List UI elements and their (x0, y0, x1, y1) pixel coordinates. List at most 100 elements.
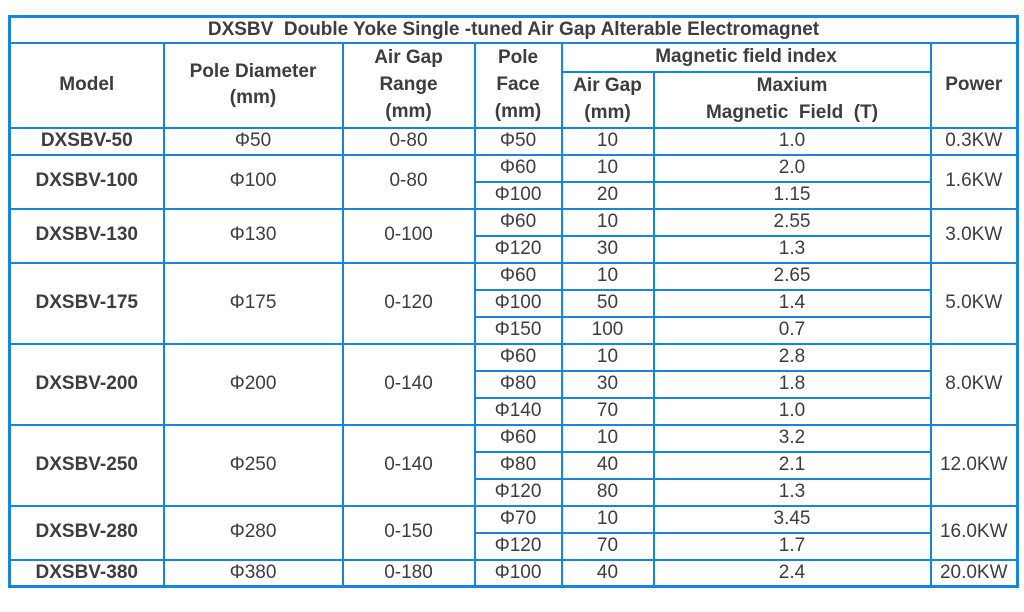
air-gap-range-cell: 0-120 (341, 261, 476, 345)
col-header-max-field: Maxium Magnetic Field (T) (652, 71, 932, 129)
max-field-cell: 1.4 (652, 288, 932, 318)
air-gap-range-cell: 0-100 (341, 207, 476, 264)
air-gap-cell: 10 (560, 207, 655, 237)
max-field-cell: 1.8 (652, 369, 932, 399)
max-field-cell: 2.4 (652, 558, 932, 588)
pole-diameter-cell: Φ175 (162, 261, 344, 345)
model-cell: DXSBV-50 (8, 126, 165, 156)
col-header-pole-diameter: Pole Diameter (mm) (162, 42, 344, 129)
air-gap-cell: 20 (560, 180, 655, 210)
model-cell: DXSBV-280 (8, 504, 165, 561)
table-row: Φ140 70 1.0 (10, 396, 1018, 426)
pole-face-cell: Φ100 (473, 180, 563, 210)
pole-face-cell: Φ120 (473, 531, 563, 561)
table-body: DXSBV-50 Φ50 0-80 Φ50 10 1.0 0.3KW DXSBV-100 Φ10… (8, 126, 1019, 588)
air-gap-cell: 70 (560, 531, 655, 561)
pole-face-cell: Φ60 (473, 153, 563, 183)
power-cell: 3.0KW (929, 207, 1019, 264)
air-gap-range-cell: 0-140 (341, 342, 476, 426)
air-gap-cell: 10 (560, 153, 655, 183)
pole-face-cell: Φ100 (473, 558, 563, 588)
col-header-magnetic-field-index: Magnetic field index (560, 42, 932, 73)
max-field-cell: 1.0 (652, 126, 932, 156)
model-cell: DXSBV-200 (8, 342, 165, 426)
pole-diameter-cell: Φ280 (162, 504, 344, 561)
col-header-pole-face: Pole Face (mm) (473, 42, 563, 129)
table-row: Φ120 70 1.7 (10, 531, 1018, 561)
air-gap-cell: 10 (560, 504, 655, 534)
max-field-cell: 1.7 (652, 531, 932, 561)
max-field-cell: 0.7 (652, 315, 932, 345)
air-gap-cell: 10 (560, 126, 655, 156)
power-cell: 20.0KW (929, 558, 1019, 588)
air-gap-range-cell: 0-80 (341, 153, 476, 210)
air-gap-cell: 10 (560, 342, 655, 372)
header-row-top: Model Pole Diameter (mm) Air Gap Range (… (8, 42, 1019, 129)
page-title: DXSBV Double Yoke Single -tuned Air Gap … (8, 15, 1019, 44)
air-gap-range-cell: 0-80 (341, 126, 476, 156)
col-header-power: Power (929, 42, 1019, 129)
table-row: DXSBV-50 Φ50 0-80 Φ50 10 1.0 0.3KW (8, 126, 1019, 156)
pole-face-cell: Φ140 (473, 396, 563, 426)
max-field-cell: 3.45 (652, 504, 932, 534)
table-row: DXSBV-100 Φ100 0-80 Φ60 10 2.0 1.6KW (8, 153, 1019, 210)
air-gap-range-cell: 0-180 (341, 558, 476, 588)
pole-diameter-cell: Φ130 (162, 207, 344, 264)
power-cell: 8.0KW (929, 342, 1019, 426)
power-cell: 5.0KW (929, 261, 1019, 345)
col-header-air-gap-range: Air Gap Range (mm) (341, 42, 476, 129)
air-gap-cell: 40 (560, 558, 655, 588)
max-field-cell: 3.2 (652, 423, 932, 453)
table-row: DXSBV-250 Φ250 0-140 Φ60 10 3.2 12.0KW (8, 423, 1019, 507)
table-row: DXSBV-200 Φ200 0-140 Φ60 10 2.8 8.0KW (8, 342, 1019, 426)
max-field-cell: 1.3 (652, 234, 932, 264)
air-gap-cell: 50 (560, 288, 655, 318)
table-row: DXSBV-380 Φ380 0-180 Φ100 40 2.4 20.0KW (8, 558, 1019, 588)
model-cell: DXSBV-380 (8, 558, 165, 588)
power-cell: 16.0KW (929, 504, 1019, 561)
pole-face-cell: Φ60 (473, 207, 563, 237)
col-header-air-gap: Air Gap (mm) (560, 71, 655, 129)
air-gap-cell: 70 (560, 396, 655, 426)
model-cell: DXSBV-250 (8, 423, 165, 507)
power-cell: 12.0KW (929, 423, 1019, 507)
max-field-cell: 2.1 (652, 450, 932, 480)
table-row: Φ80 40 2.1 (10, 450, 1018, 480)
max-field-cell: 2.55 (652, 207, 932, 237)
pole-diameter-cell: Φ50 (162, 126, 344, 156)
pole-face-cell: Φ150 (473, 315, 563, 345)
power-cell: 1.6KW (929, 153, 1019, 210)
air-gap-range-cell: 0-140 (341, 423, 476, 507)
pole-face-cell: Φ80 (473, 450, 563, 480)
air-gap-cell: 10 (560, 423, 655, 453)
table-row: Φ80 30 1.8 (10, 369, 1018, 399)
table-row: Φ100 50 1.4 (10, 288, 1018, 318)
header-row-sub: Air Gap (mm) Maxium Magnetic Field (T) (10, 71, 1018, 129)
air-gap-cell: 40 (560, 450, 655, 480)
air-gap-cell: 30 (560, 234, 655, 264)
pole-face-cell: Φ70 (473, 504, 563, 534)
col-header-model: Model (8, 42, 165, 129)
pole-diameter-cell: Φ200 (162, 342, 344, 426)
max-field-cell: 1.15 (652, 180, 932, 210)
model-cell: DXSBV-100 (8, 153, 165, 210)
table-row: DXSBV-175 Φ175 0-120 Φ60 10 2.65 5.0KW (8, 261, 1019, 345)
pole-diameter-cell: Φ250 (162, 423, 344, 507)
pole-face-cell: Φ60 (473, 261, 563, 291)
table-row: Φ100 20 1.15 (10, 180, 1018, 210)
air-gap-cell: 30 (560, 369, 655, 399)
model-cell: DXSBV-130 (8, 207, 165, 264)
pole-diameter-cell: Φ100 (162, 153, 344, 210)
pole-diameter-cell: Φ380 (162, 558, 344, 588)
table-row: DXSBV-130 Φ130 0-100 Φ60 10 2.55 3.0KW (8, 207, 1019, 264)
max-field-cell: 1.0 (652, 396, 932, 426)
table-title-row: DXSBV Double Yoke Single -tuned Air Gap … (8, 15, 1019, 44)
electromagnet-spec-table: DXSBV Double Yoke Single -tuned Air Gap … (8, 15, 1019, 589)
pole-face-cell: Φ120 (473, 234, 563, 264)
power-cell: 0.3KW (929, 126, 1019, 156)
table-row: DXSBV-280 Φ280 0-150 Φ70 10 3.45 16.0KW (8, 504, 1019, 561)
air-gap-cell: 80 (560, 477, 655, 507)
pole-face-cell: Φ60 (473, 342, 563, 372)
pole-face-cell: Φ50 (473, 126, 563, 156)
